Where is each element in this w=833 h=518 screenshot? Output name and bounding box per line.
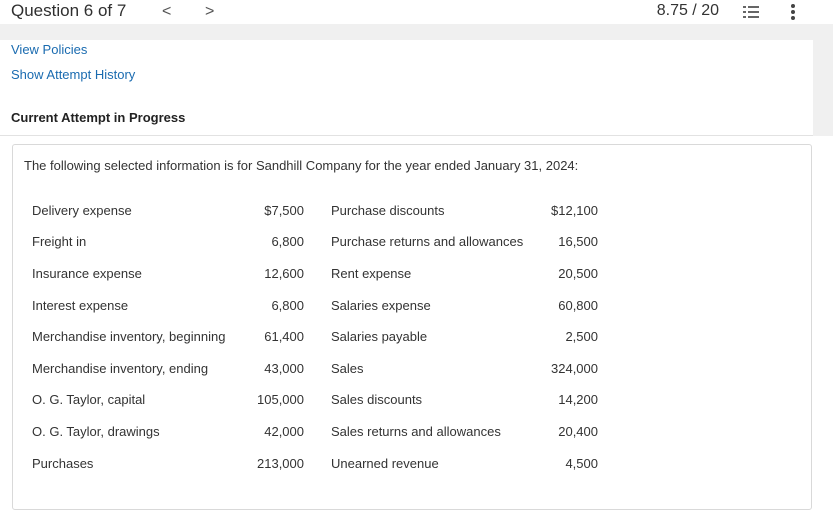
right-row-label: Purchase returns and allowances [331,234,524,249]
right-row-amount: 324,000 [551,361,598,376]
right-row-label: Unearned revenue [331,456,439,471]
score-display: 8.75 / 20 [656,2,719,19]
show-attempt-history-link[interactable]: Show Attempt History [11,67,136,82]
left-row-amount: 6,800 [271,298,304,313]
left-row-amount: 12,600 [264,266,304,281]
left-row-amount: 61,400 [264,329,304,344]
left-row-amount: $7,500 [264,203,304,218]
right-row-amount: 60,800 [558,298,598,313]
question-intro: The following selected information is fo… [24,158,579,173]
left-row-amount: 43,000 [264,361,304,376]
question-header: Question 6 of 7 < > 8.75 / 20 [0,0,833,24]
attempt-heading: Current Attempt in Progress [11,110,186,125]
question-title: Question 6 of 7 [11,1,127,20]
question-card [12,144,812,510]
left-row-label: O. G. Taylor, drawings [32,424,160,439]
left-row-amount: 105,000 [257,392,304,407]
header-separator [0,24,833,40]
left-row-label: Merchandise inventory, beginning [32,329,226,344]
right-row-amount: 2,500 [565,329,598,344]
left-row-label: Insurance expense [32,266,142,281]
divider [0,135,813,136]
right-row-amount: 20,500 [558,266,598,281]
left-row-label: Delivery expense [32,203,132,218]
right-row-label: Sales [331,361,364,376]
left-row-amount: 213,000 [257,456,304,471]
previous-question-button[interactable]: < [162,3,172,20]
right-row-amount: 4,500 [565,456,598,471]
left-row-label: Merchandise inventory, ending [32,361,209,376]
right-row-label: Salaries payable [331,329,428,344]
right-row-amount: 14,200 [558,392,598,407]
left-row-amount: 6,800 [271,234,304,249]
left-row-label: Purchases [32,456,94,471]
right-row-amount: 20,400 [558,424,598,439]
list-icon[interactable] [743,4,759,20]
view-policies-link[interactable]: View Policies [11,42,88,57]
right-row-amount: $12,100 [551,203,598,218]
right-row-label: Sales returns and allowances [331,424,501,439]
side-gutter [813,40,833,136]
more-vertical-icon[interactable] [788,2,798,22]
right-row-label: Rent expense [331,266,412,281]
left-row-amount: 42,000 [264,424,304,439]
left-row-label: Interest expense [32,298,129,313]
right-row-label: Sales discounts [331,392,423,407]
right-row-label: Purchase discounts [331,203,445,218]
right-row-label: Salaries expense [331,298,431,313]
links-panel [0,40,813,136]
right-row-amount: 16,500 [558,234,598,249]
next-question-button[interactable]: > [205,3,215,20]
left-row-label: Freight in [32,234,87,249]
left-row-label: O. G. Taylor, capital [32,392,146,407]
